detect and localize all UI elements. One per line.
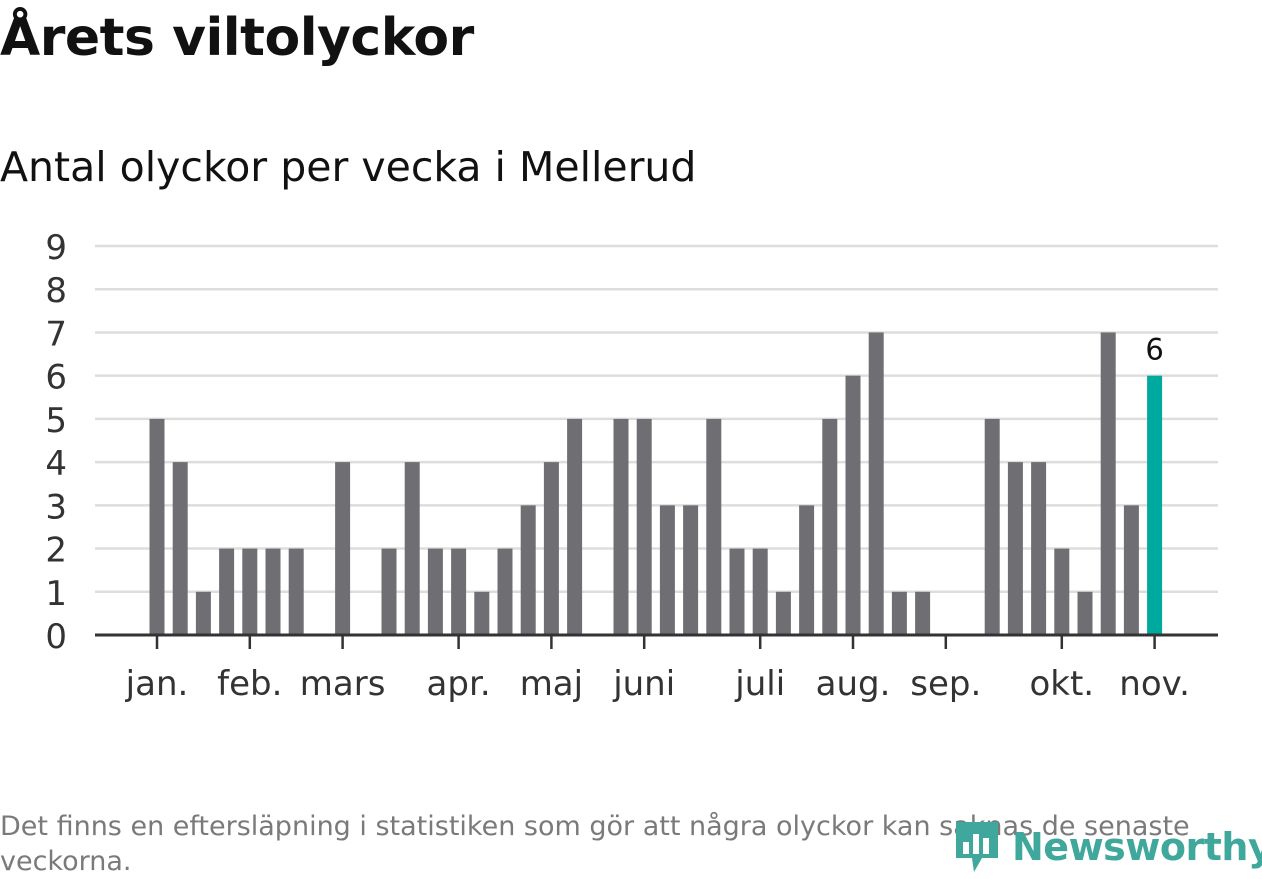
bar	[474, 591, 490, 635]
bar	[683, 505, 699, 635]
bar	[195, 591, 211, 635]
bar	[845, 375, 861, 635]
newsworthy-logo-icon	[956, 822, 998, 872]
bar	[520, 505, 536, 635]
x-tick-label: maj	[520, 664, 583, 704]
x-tick-label: jan.	[125, 664, 189, 704]
bar	[613, 418, 629, 635]
bar	[752, 548, 768, 635]
bar	[891, 591, 907, 635]
bar	[567, 418, 583, 635]
chart-title: Årets viltolyckor	[0, 8, 474, 68]
x-tick-label: juli	[734, 664, 785, 704]
newsworthy-logo-text: Newsworthy	[1012, 825, 1262, 869]
y-tick-label: 9	[45, 228, 67, 268]
bar	[1077, 591, 1093, 635]
bar	[543, 462, 559, 635]
y-tick-label: 3	[45, 487, 67, 527]
bar	[706, 418, 722, 635]
bar	[1031, 462, 1047, 635]
y-tick-label: 6	[45, 358, 67, 398]
bar	[1007, 462, 1023, 635]
x-tick-label: feb.	[217, 664, 282, 704]
bar	[242, 548, 258, 635]
chart-subtitle: Antal olyckor per vecka i Mellerud	[0, 143, 697, 191]
bar	[984, 418, 1000, 635]
x-tick-label: mars	[300, 664, 386, 704]
x-tick-label: juni	[612, 664, 675, 704]
bar	[335, 462, 351, 635]
x-tick-label: okt.	[1029, 664, 1094, 704]
x-tick-label: sep.	[910, 664, 981, 704]
y-tick-label: 0	[45, 617, 67, 657]
bar	[636, 418, 652, 635]
x-tick-label: apr.	[427, 664, 491, 704]
bar	[288, 548, 304, 635]
bar-layer	[149, 332, 1163, 635]
bar	[799, 505, 815, 635]
y-tick-label: 5	[45, 401, 67, 441]
bar	[822, 418, 838, 635]
bar	[427, 548, 443, 635]
bar	[915, 591, 931, 635]
bar	[265, 548, 281, 635]
y-tick-label: 4	[45, 444, 67, 484]
bar	[381, 548, 397, 635]
bar-data-label: 6	[1145, 333, 1163, 367]
x-tick-label: aug.	[816, 664, 891, 704]
newsworthy-logo: Newsworthy	[952, 818, 1262, 876]
bar	[1054, 548, 1070, 635]
bar	[451, 548, 467, 635]
y-tick-label: 2	[45, 531, 67, 571]
bar	[775, 591, 791, 635]
bar	[219, 548, 235, 635]
y-tick-label: 1	[45, 574, 67, 614]
bar-highlight	[1147, 375, 1163, 635]
bar	[1100, 332, 1116, 635]
x-tick-label: nov.	[1119, 664, 1190, 704]
bar	[497, 548, 513, 635]
bar	[868, 332, 884, 635]
bar	[659, 505, 675, 635]
bar	[172, 462, 188, 635]
bar	[149, 418, 165, 635]
y-tick-label: 8	[45, 271, 67, 311]
bar	[729, 548, 745, 635]
bar	[404, 462, 420, 635]
y-tick-label: 7	[45, 314, 67, 354]
bar	[1123, 505, 1139, 635]
grid-layer	[95, 244, 1218, 594]
